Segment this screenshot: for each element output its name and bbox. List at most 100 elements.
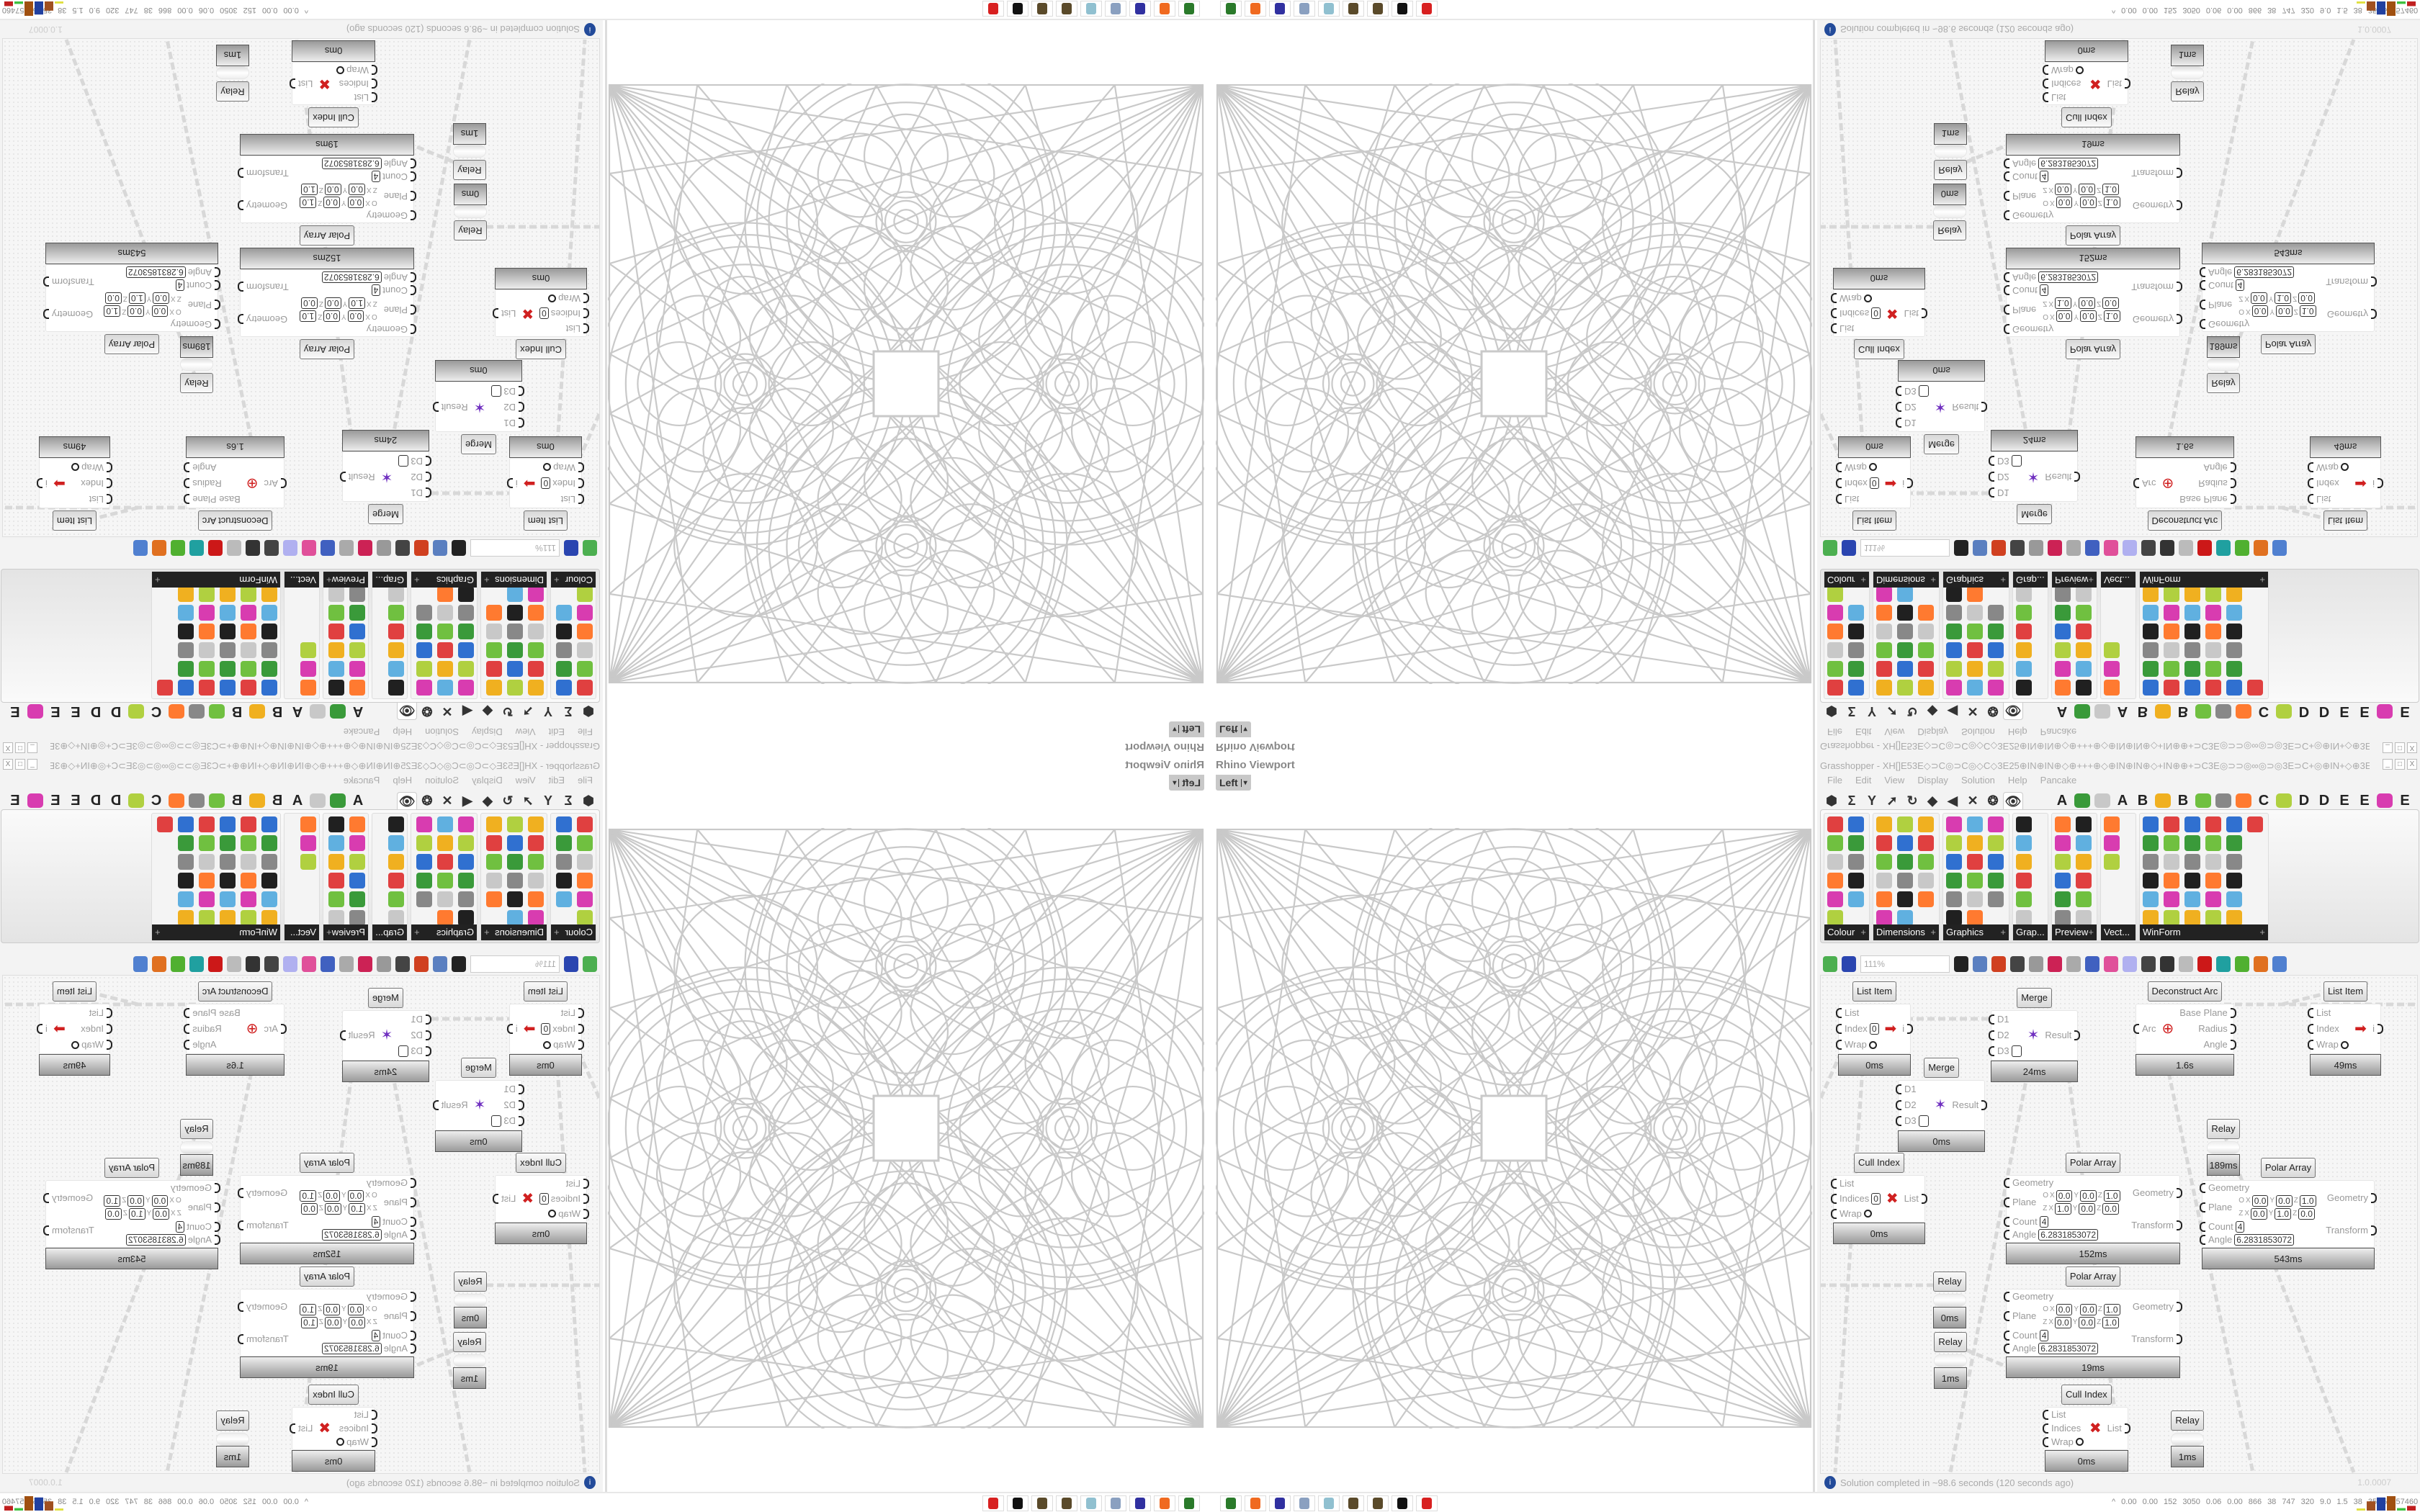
wire-icon[interactable] (2141, 956, 2156, 972)
input-plane[interactable]: Plane O X 0.0 Y 0.0 Z 1.0 Z X 0.0 Y 0.0 Z 1.0 (300, 1304, 408, 1328)
tab-plugin-icon[interactable] (310, 793, 326, 808)
tab-plugin-C[interactable]: C (2258, 792, 2269, 809)
ribbon-tool-icon[interactable] (556, 891, 572, 907)
ribbon-tool-icon[interactable] (2164, 816, 2179, 832)
input-plane[interactable]: Plane O X 0.0 Y 0.0 Z 1.0 Z X 0.0 Y 0.0 Z 1.0 (2004, 1304, 2120, 1328)
tab-plugin-E[interactable]: E (2400, 792, 2410, 809)
ribbon-tool-icon[interactable] (1897, 835, 1913, 851)
menu-solution[interactable]: Solution (1960, 775, 1995, 786)
component-title[interactable]: Relay (1933, 1272, 1966, 1292)
ribbon-tool-icon[interactable] (199, 910, 215, 926)
ribbon-tool-icon[interactable] (2016, 642, 2032, 658)
ribbon-tool-icon[interactable] (486, 854, 502, 870)
ribbon-tool-icon[interactable] (1967, 910, 1983, 926)
component-cull-index[interactable]: Cull Index List Indices Wrap ✖ List 0ms (292, 40, 375, 127)
sphere-icon[interactable] (152, 540, 166, 556)
ribbon-tool-icon[interactable] (1918, 891, 1934, 907)
gh-canvas[interactable]: List Item List Index 0 Wrap ➡ i 0ms Merge D1 D2 D3 ✶… (2, 38, 600, 537)
ribbon-tool-icon[interactable] (556, 854, 572, 870)
plane-value[interactable]: 0.0 (301, 297, 318, 309)
input-list[interactable]: List (539, 1178, 581, 1189)
ribbon-tool-icon[interactable] (2076, 586, 2092, 602)
plane-value[interactable]: 0.0 (2251, 1195, 2269, 1207)
input-arc[interactable]: Arc (264, 1023, 279, 1035)
component-relay[interactable]: Relay 1ms (2171, 1410, 2204, 1467)
ribbon-tool-icon[interactable] (528, 816, 544, 832)
tab-plugin-E[interactable]: E (71, 792, 81, 809)
empty-input-box[interactable] (491, 385, 502, 397)
preview-eye-icon[interactable] (433, 540, 447, 556)
tab-plugin-icon[interactable] (310, 704, 326, 719)
ribbon-tool-icon[interactable] (2143, 661, 2159, 677)
input-count[interactable]: Count 4 (2200, 1221, 2316, 1233)
ribbon-tool-icon[interactable] (577, 624, 593, 639)
input-d3[interactable]: D3 (1997, 455, 2022, 467)
plane-widget[interactable]: O X 0.0 Y 0.0 Z 1.0 Z X 0.0 Y 1.0 Z 0.0 (2238, 292, 2316, 317)
tab-plugin-icon[interactable] (249, 793, 265, 808)
component-list-item[interactable]: List Item List Index 0 Wrap ➡ i 0ms (1836, 981, 1913, 1076)
input-wrap[interactable]: Wrap (1839, 292, 1881, 304)
tab-curve-icon[interactable]: ↻ (502, 704, 514, 719)
tab-plugin-icon[interactable] (2155, 704, 2171, 719)
input-indices[interactable]: Indices 0 (539, 307, 581, 320)
document-icon[interactable] (339, 956, 354, 972)
input-angle[interactable]: Angle 6.2831853072 (2012, 271, 2120, 283)
menu-edit[interactable]: Edit (548, 726, 565, 737)
component-title[interactable]: Deconstruct Arc (2147, 981, 2223, 1002)
tab-plugin-icon[interactable] (2215, 704, 2231, 719)
ribbon-tool-icon[interactable] (388, 586, 404, 602)
expand-icon[interactable]: + (1860, 927, 1866, 937)
input-wrap[interactable]: Wrap (2043, 1436, 2084, 1448)
component-title[interactable]: Polar Array (2260, 334, 2316, 354)
tab-plugin-A[interactable]: A (2056, 703, 2068, 720)
panel-label[interactable]: Preview + (2052, 924, 2097, 940)
ribbon-tool-icon[interactable] (178, 586, 194, 602)
package-icon[interactable] (2104, 540, 2118, 556)
plane-value[interactable]: 0.0 (2056, 1304, 2073, 1315)
tab-plugin-E[interactable]: E (10, 792, 20, 809)
sphere-icon[interactable] (152, 956, 166, 972)
toggle-icon[interactable] (2075, 66, 2084, 74)
input-count[interactable]: Count 4 (300, 284, 408, 296)
chain-icon[interactable] (2179, 540, 2193, 556)
toggle-icon[interactable] (336, 1438, 345, 1446)
red-block-icon[interactable] (2197, 956, 2212, 972)
component-title[interactable]: List Item (52, 981, 97, 1002)
component-title[interactable]: Merge (367, 504, 403, 524)
ribbon-tool-icon[interactable] (2164, 835, 2179, 851)
ribbon-tool-icon[interactable] (1827, 816, 1843, 832)
taskbar-app[interactable] (1343, 1495, 1364, 1511)
input-d3[interactable]: D3 (398, 1045, 423, 1057)
ribbon-tool-icon[interactable] (1946, 873, 1962, 888)
ribbon-tool-icon[interactable] (1827, 586, 1843, 602)
input-index[interactable]: Index 0 (541, 477, 575, 489)
plane-widget[interactable]: O X 0.0 Y 0.0 Z 1.0 Z X 1.0 Y 0.0 Z 0.0 (2043, 1190, 2120, 1215)
plane-value[interactable]: 0.0 (127, 1195, 144, 1207)
ribbon-tool-icon[interactable] (349, 624, 365, 639)
component-deconstruct-arc[interactable]: Deconstruct Arc Arc ⊕ Base Plane Radius Angle… (2133, 981, 2237, 1076)
ribbon-tool-icon[interactable] (2104, 835, 2120, 851)
component-title[interactable]: Relay (216, 1410, 249, 1431)
ribbon-tool-icon[interactable] (2055, 586, 2071, 602)
info-icon[interactable]: i (1824, 23, 1836, 36)
plane-widget[interactable]: O X 0.0 Y 0.0 Z 1.0 Z X 0.0 Y 0.0 Z 1.0 (2043, 184, 2120, 208)
save-icon[interactable] (1842, 956, 1856, 972)
param-value[interactable]: 6.2831853072 (322, 271, 382, 283)
plane-value[interactable]: 1.0 (301, 1317, 318, 1328)
tab-plugin-C[interactable]: C (2258, 703, 2269, 720)
param-value[interactable]: 6.2831853072 (2234, 1234, 2294, 1246)
ribbon-tool-icon[interactable] (437, 586, 453, 602)
component-relay[interactable]: Relay 1ms (453, 123, 486, 180)
ribbon-tool-icon[interactable] (261, 680, 277, 696)
ribbon-tool-icon[interactable] (2143, 891, 2159, 907)
ribbon-tool-icon[interactable] (1876, 854, 1892, 870)
ribbon-tool-icon[interactable] (2016, 910, 2032, 926)
ribbon-tool-icon[interactable] (2184, 835, 2200, 851)
toggle-icon[interactable] (543, 463, 552, 472)
output-transform[interactable]: Transform (2131, 1333, 2182, 1345)
component-relay[interactable]: Relay 189ms (2207, 1119, 2240, 1176)
ribbon-tool-icon[interactable] (1946, 854, 1962, 870)
input-plane[interactable]: Plane O X 0.0 Y 0.0 Z 1.0 Z X 1.0 Y 0.0 Z 0.0 (2012, 297, 2120, 322)
ribbon-tool-icon[interactable] (261, 624, 277, 639)
ribbon-tool-icon[interactable] (388, 873, 404, 888)
